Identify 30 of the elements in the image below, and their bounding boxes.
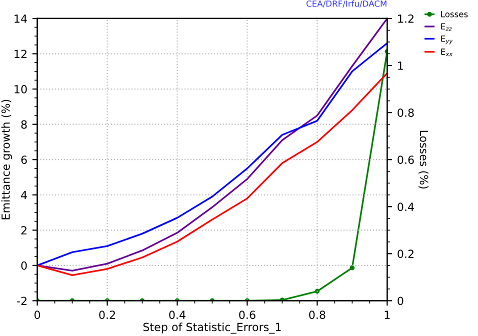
y-tick-label: 4	[21, 191, 27, 200]
legend-label: E$_{xx}$	[441, 48, 453, 56]
x-tick-label: 1	[384, 310, 390, 319]
y2-tick-label: 0.6	[398, 156, 414, 164]
y-tick-label: 2	[21, 226, 26, 234]
y-tick-label: 12	[14, 50, 26, 58]
x-tick-label: 0.8	[309, 310, 326, 320]
x-tick-label: 0.6	[239, 310, 256, 320]
x-tick-label: 0	[34, 310, 40, 320]
legend-label: E$_{yy}$	[441, 36, 453, 44]
y2-tick-label: 0.8	[398, 108, 414, 117]
legend-label: E$_{zz}$	[441, 23, 452, 31]
y2-axis-title: Losses (%)	[418, 130, 428, 189]
legend-label: Losses	[441, 11, 468, 18]
y-tick-label: 8	[21, 120, 27, 129]
x-tick-label: 0.4	[169, 310, 186, 320]
y2-tick-label: 1.2	[398, 14, 414, 23]
x-axis-title: Step of Statistic_Errors_1	[143, 322, 281, 334]
y-tick-label: 10	[14, 85, 27, 94]
y-tick-label: 14	[14, 14, 27, 23]
y-tick-label: 6	[21, 156, 27, 164]
y-tick-label: -2	[17, 296, 26, 305]
text: CEA/DRF/Irfu/DACM	[306, 0, 386, 8]
y2-tick-label: 0.4	[398, 202, 414, 212]
x-tick-label: 0.2	[99, 310, 115, 320]
y2-tick-label: 1	[398, 62, 403, 70]
y2-tick-label: 0.2	[398, 250, 414, 258]
y-tick-label: 0	[21, 261, 27, 270]
y-axis-title: Emittance growth (%)	[1, 100, 12, 220]
y2-tick-label: 0	[398, 296, 404, 306]
